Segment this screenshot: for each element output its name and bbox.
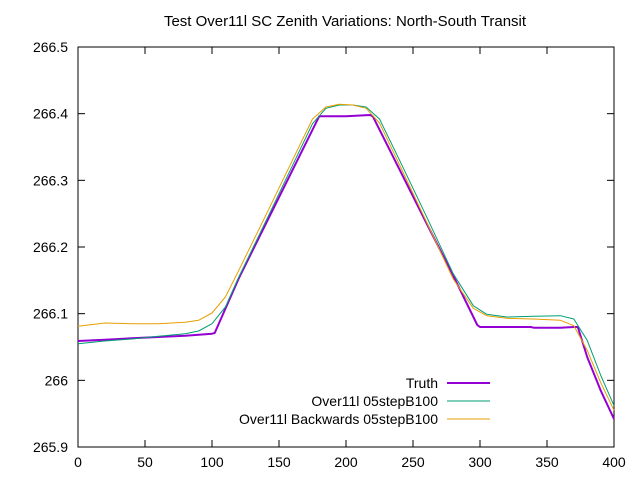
legend-label-1: Truth bbox=[406, 375, 438, 391]
series-line-3 bbox=[77, 103, 615, 411]
legend-label-2: Over11l 05stepB100 bbox=[311, 393, 438, 409]
y-tick-label: 266.5 bbox=[33, 39, 68, 55]
x-tick-label: 0 bbox=[74, 454, 82, 470]
x-tick-label: 300 bbox=[468, 454, 492, 470]
y-tick-label: 265.9 bbox=[33, 439, 68, 455]
series-layer bbox=[77, 103, 615, 420]
y-tick-label: 266.1 bbox=[33, 306, 68, 322]
x-tick-label: 150 bbox=[267, 454, 291, 470]
x-tick-label: 50 bbox=[137, 454, 153, 470]
x-tick-label: 350 bbox=[535, 454, 559, 470]
plot-frame bbox=[77, 46, 615, 448]
axes: 0 50 100 150 200 250 300 350 400 265.9 266 266.1 266… bbox=[33, 39, 626, 470]
x-tick-label: 100 bbox=[200, 454, 224, 470]
x-tick-label: 250 bbox=[401, 454, 425, 470]
series-line-1 bbox=[77, 114, 615, 420]
y-tick-label: 266.4 bbox=[33, 106, 68, 122]
legend-label-3: Over11l Backwards 05stepB100 bbox=[239, 411, 438, 427]
chart-title: Test Over11l SC Zenith Variations: North… bbox=[164, 13, 527, 30]
x-tick-label: 200 bbox=[334, 454, 358, 470]
y-tick-label: 266.3 bbox=[33, 172, 68, 188]
x-tick-label: 400 bbox=[602, 454, 626, 470]
y-tick-label: 266.2 bbox=[33, 239, 68, 255]
y-tick-label: 266 bbox=[45, 372, 69, 388]
series-line-2 bbox=[77, 104, 615, 406]
legend: Truth Over11l 05stepB100 Over11l Backwards… bbox=[239, 375, 490, 427]
